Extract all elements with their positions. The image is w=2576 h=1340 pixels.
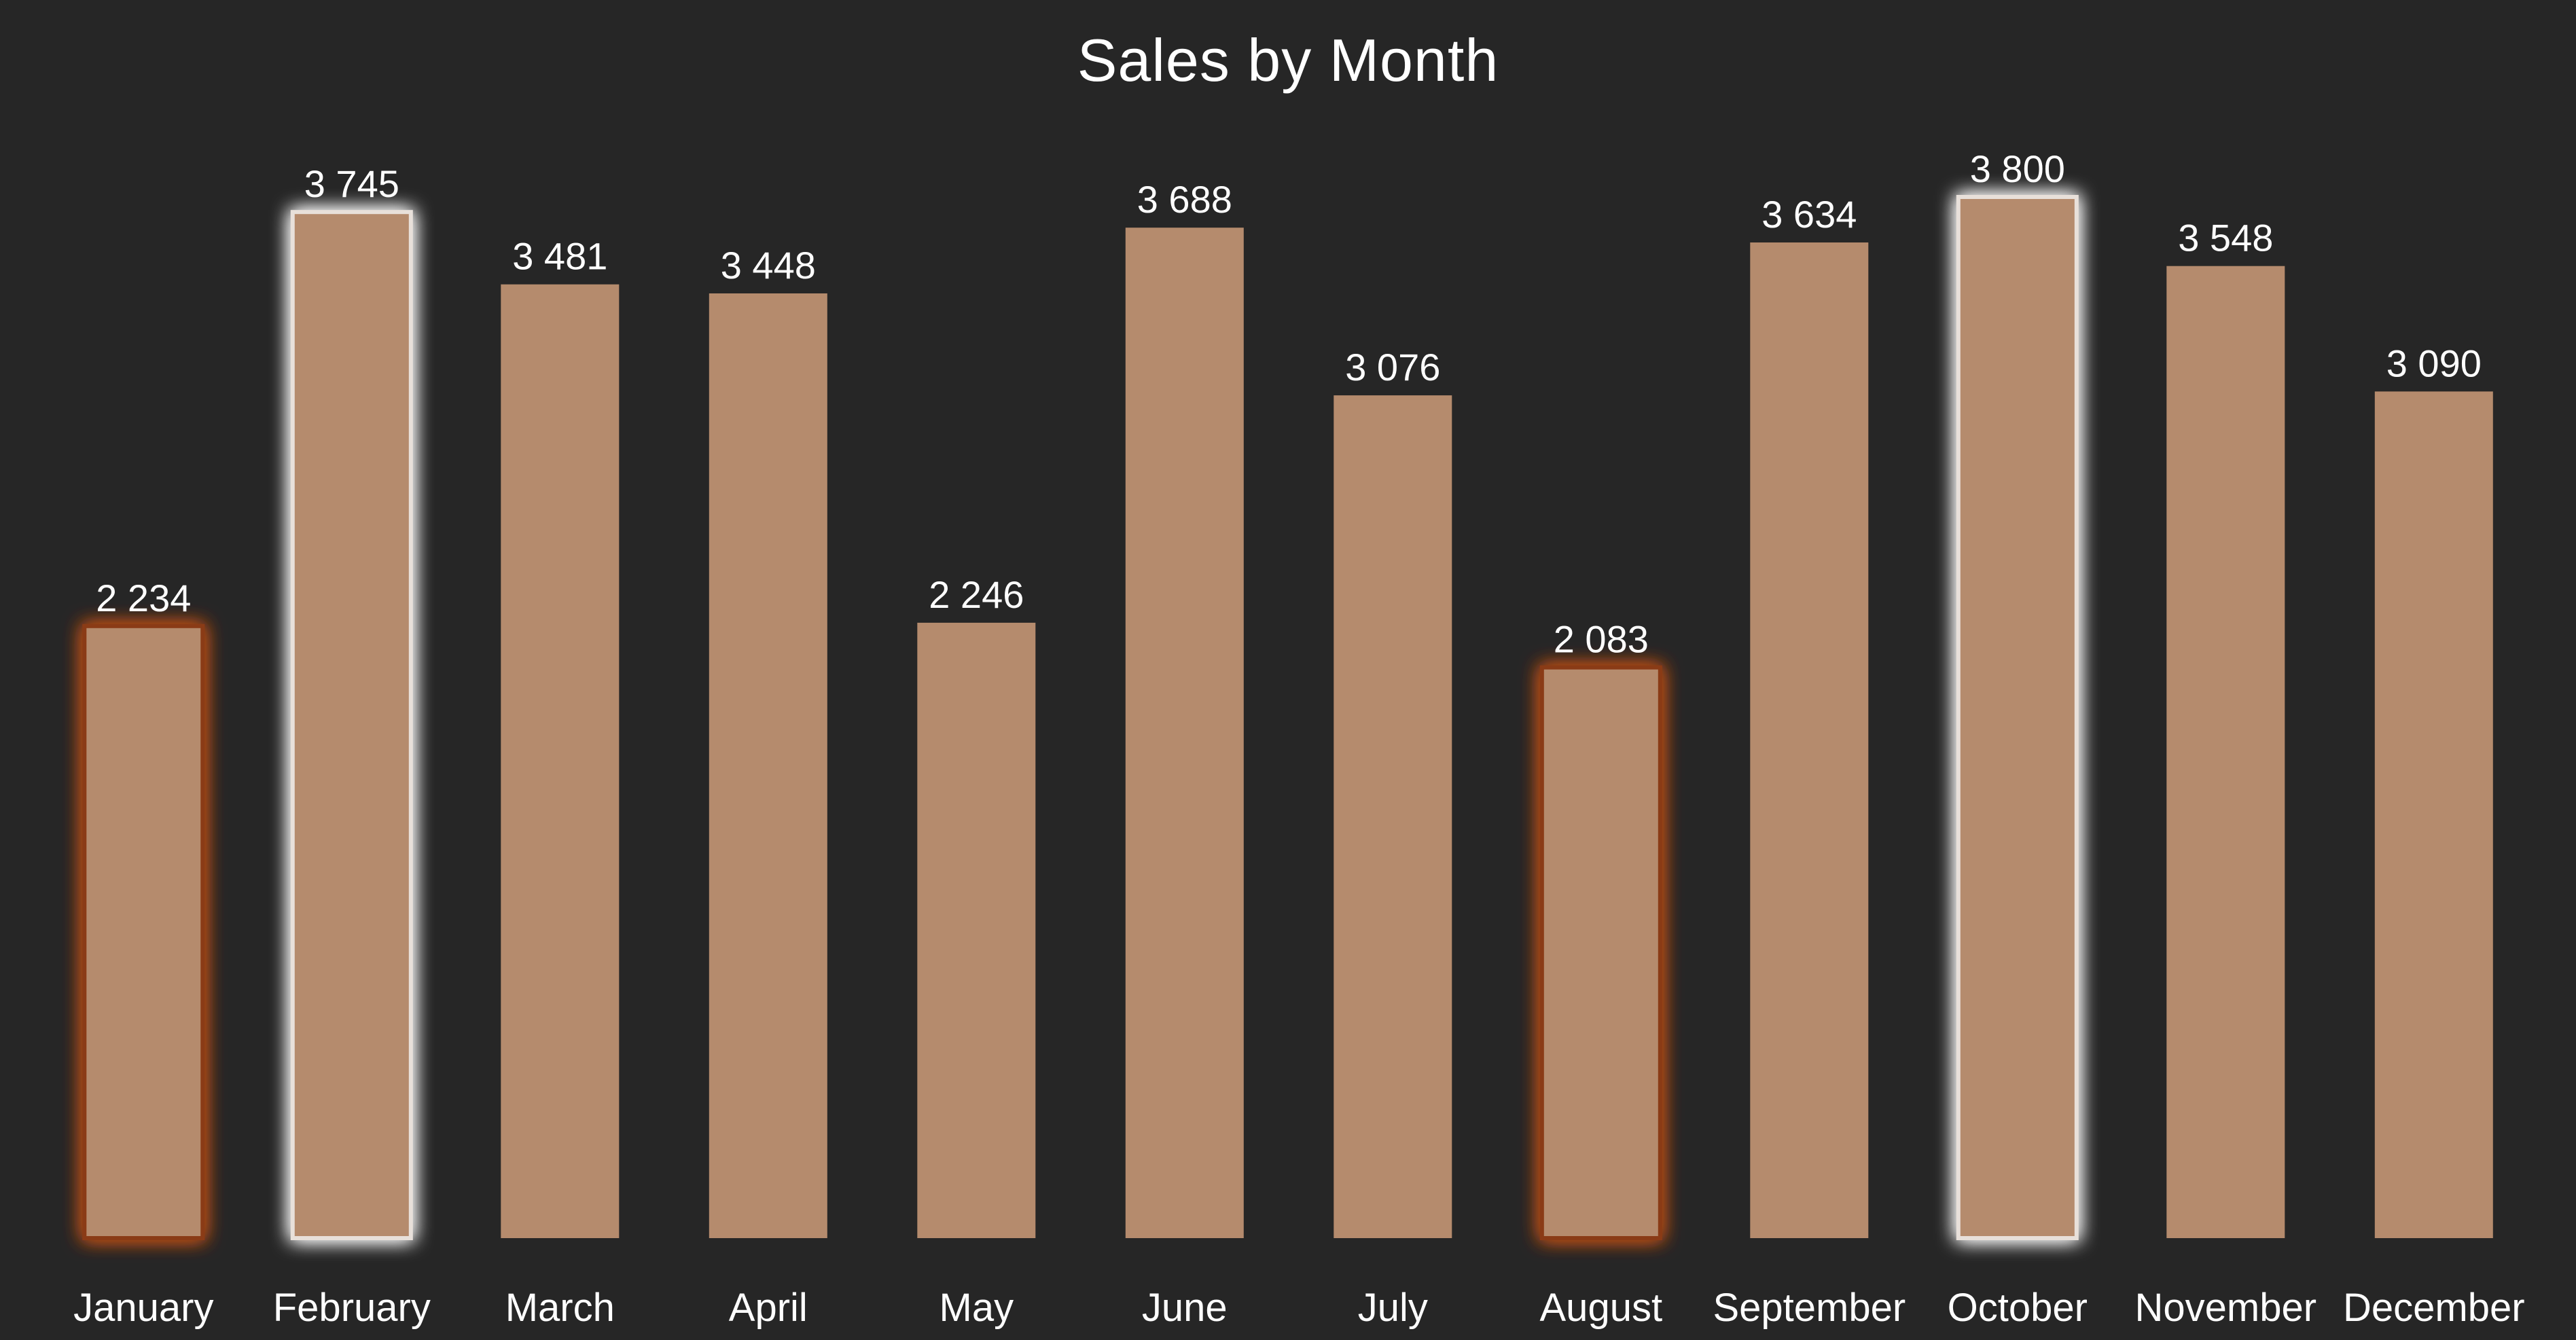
- category-labels-group: January February March April May June July Augu…: [73, 1286, 2524, 1330]
- bar-january: [82, 623, 205, 1240]
- data-label-november: 3 548: [2178, 217, 2273, 259]
- data-label-july: 3 076: [1345, 346, 1440, 388]
- data-label-february: 3 745: [304, 162, 399, 205]
- bar-july: [1334, 395, 1452, 1238]
- bar-june: [1125, 228, 1244, 1239]
- category-label-february: February: [273, 1286, 431, 1330]
- category-label-march: March: [505, 1286, 615, 1330]
- data-label-march: 3 481: [512, 235, 607, 278]
- data-label-may: 2 246: [929, 573, 1024, 616]
- bar-october: [1956, 195, 2079, 1240]
- bar-august: [1539, 665, 1662, 1240]
- bar-december: [2374, 391, 2493, 1238]
- category-label-june: June: [1142, 1286, 1228, 1330]
- category-label-december: December: [2343, 1286, 2525, 1330]
- data-label-august: 2 083: [1554, 618, 1649, 661]
- bar-november: [2166, 266, 2285, 1239]
- bars-group: [82, 195, 2493, 1241]
- bar-september: [1750, 242, 1869, 1238]
- data-label-september: 3 634: [1761, 193, 1857, 236]
- data-label-january: 2 234: [96, 577, 191, 619]
- data-label-october: 3 800: [1970, 147, 2065, 190]
- category-label-october: October: [1948, 1286, 2088, 1330]
- bar-may: [917, 622, 1036, 1238]
- data-labels-group: 2 234 3 745 3 481 3 448 2 246 3 688 3 076 2 083…: [96, 147, 2482, 661]
- category-label-november: November: [2135, 1286, 2317, 1330]
- category-label-april: April: [729, 1286, 808, 1330]
- data-label-april: 3 448: [721, 244, 816, 287]
- category-label-september: September: [1713, 1286, 1906, 1330]
- category-label-july: July: [1358, 1286, 1428, 1330]
- chart-title: Sales by Month: [1077, 26, 1499, 94]
- data-label-december: 3 090: [2386, 342, 2482, 384]
- category-label-january: January: [73, 1286, 213, 1330]
- category-label-may: May: [940, 1286, 1014, 1330]
- bar-february: [290, 210, 413, 1241]
- bar-april: [709, 293, 827, 1238]
- category-label-august: August: [1540, 1286, 1663, 1330]
- data-label-june: 3 688: [1137, 178, 1232, 221]
- bar-march: [501, 284, 620, 1239]
